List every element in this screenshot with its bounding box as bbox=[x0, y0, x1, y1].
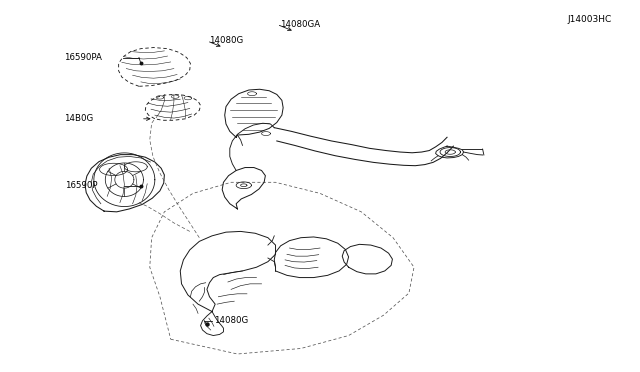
Text: J14003HC: J14003HC bbox=[568, 15, 612, 23]
Text: 14080G: 14080G bbox=[214, 316, 248, 325]
Text: 14080G: 14080G bbox=[209, 36, 243, 45]
Text: 16590PA: 16590PA bbox=[64, 53, 102, 62]
Text: 16590P: 16590P bbox=[65, 182, 97, 190]
Text: 14B0G: 14B0G bbox=[64, 114, 93, 123]
Text: 14080GA: 14080GA bbox=[280, 20, 320, 29]
